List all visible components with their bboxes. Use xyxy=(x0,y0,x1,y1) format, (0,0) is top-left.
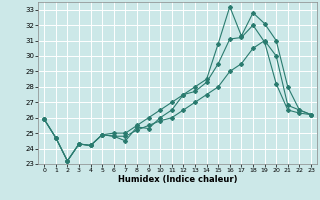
X-axis label: Humidex (Indice chaleur): Humidex (Indice chaleur) xyxy=(118,175,237,184)
